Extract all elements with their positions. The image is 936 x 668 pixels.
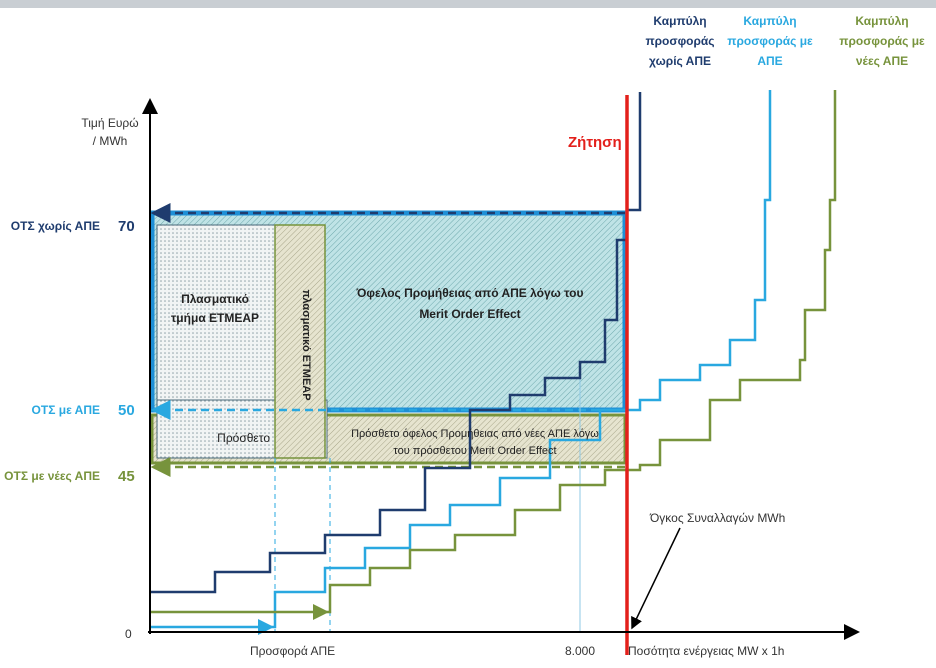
region-label: Merit Order Effect [419,307,520,321]
region-label: Πρόσθετο όφελος Προμήθειας από νέες ΑΠΕ … [351,428,599,440]
curve-label-line: χωρίς ΑΠΕ [649,54,711,68]
curve-label: Καμπύλη προσφοράς με ΑΠΕ [727,14,813,68]
x-title: Ποσότητα ενέργειας MW x 1h [628,644,784,658]
curve-label-line: Καμπύλη [743,14,796,28]
curve-with-new-res [150,90,837,614]
region-label: Όφελος Προμήθειας από ΑΠΕ λόγω του [356,286,584,300]
level-name: ΟΤΣ χωρίς ΑΠΕ [11,219,100,233]
curve-without-res [150,92,642,594]
curve-label-line: νέες ΑΠΕ [856,54,908,68]
curve-label-line: ΑΠΕ [757,54,782,68]
level-name: ΟΤΣ με νέες ΑΠΕ [4,469,100,483]
origin: 0 [125,627,132,641]
y-title: Τιμή Ευρώ / MWh [81,116,138,148]
curve-label-line: προσφοράς με [839,34,925,48]
top-bar [0,0,936,8]
level-value: 45 [118,468,135,485]
curve-label-line: προσφοράς με [727,34,813,48]
level-value: 70 [118,218,135,235]
region-label: του πρόσθετου Merit Order Effect [393,445,556,457]
curve-label-line: προσφοράς [645,34,714,48]
region-label: Πρόσθετο [217,431,270,445]
level-name: ΟΤΣ με ΑΠΕ [32,403,100,417]
curve-label-line: Καμπύλη [855,14,908,28]
offer-label: Προσφορά ΑΠΕ [250,644,335,658]
curve-label: Καμπύλη προσφοράς με νέες ΑΠΕ [839,14,925,68]
volume-mark: 8.000 [565,644,595,658]
volume-arrow [631,527,681,630]
y-title-line: / MWh [93,134,128,148]
fictitious-region [156,224,276,401]
fictitious-vertical [274,224,326,459]
demand-label: Ζήτηση [568,134,622,151]
curve-label-line: Καμπύλη [653,14,706,28]
region-label: πλασματικό ΕΤΜΕΑΡ [300,289,312,400]
region-label: Πλασματικό [181,292,249,306]
curve-label: Καμπύλη προσφοράς χωρίς ΑΠΕ [645,14,714,68]
y-title-line: Τιμή Ευρώ [81,116,138,130]
level-value: 50 [118,402,135,419]
region-label: τμήμα ΕΤΜΕΑΡ [171,311,259,325]
volume-note: Όγκος Συναλλαγών MWh [649,511,785,525]
curve-with-res [150,90,772,629]
